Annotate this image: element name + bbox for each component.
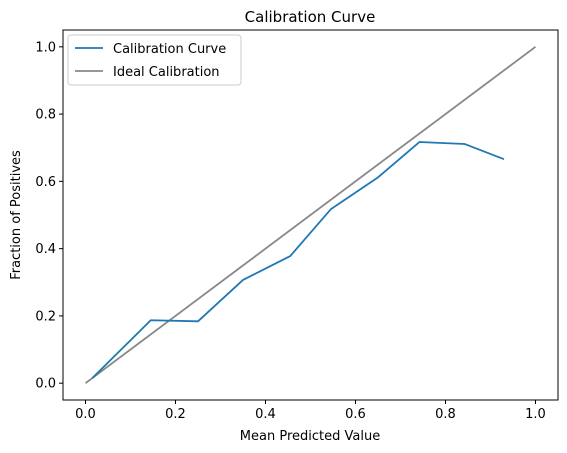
x-tick-label: 1.0 (525, 407, 546, 422)
legend-label-calibration-curve: Calibration Curve (113, 42, 226, 57)
legend: Calibration Curve Ideal Calibration (68, 35, 241, 85)
y-axis-ticks: 0.0 0.2 0.4 0.6 0.8 1.0 (35, 40, 63, 391)
y-tick-label: 0.6 (35, 175, 56, 190)
x-tick-label: 0.0 (75, 407, 96, 422)
x-axis-ticks: 0.0 0.2 0.4 0.6 0.8 1.0 (75, 400, 546, 422)
series-layer (86, 47, 536, 383)
x-tick-label: 0.2 (165, 407, 186, 422)
chart-title: Calibration Curve (245, 8, 376, 26)
series-line-calibration-curve (92, 142, 504, 378)
series-line-ideal-calibration (86, 47, 536, 383)
y-tick-label: 0.0 (35, 377, 56, 392)
y-axis-label: Fraction of Positives (9, 150, 24, 280)
x-tick-label: 0.8 (435, 407, 456, 422)
x-tick-label: 0.4 (255, 407, 276, 422)
y-tick-label: 0.8 (35, 108, 56, 123)
legend-label-ideal-calibration: Ideal Calibration (113, 65, 220, 80)
y-tick-label: 0.2 (35, 309, 56, 324)
y-tick-label: 1.0 (35, 40, 56, 55)
x-axis-label: Mean Predicted Value (240, 429, 380, 444)
x-tick-label: 0.6 (345, 407, 366, 422)
y-tick-label: 0.4 (35, 242, 56, 257)
